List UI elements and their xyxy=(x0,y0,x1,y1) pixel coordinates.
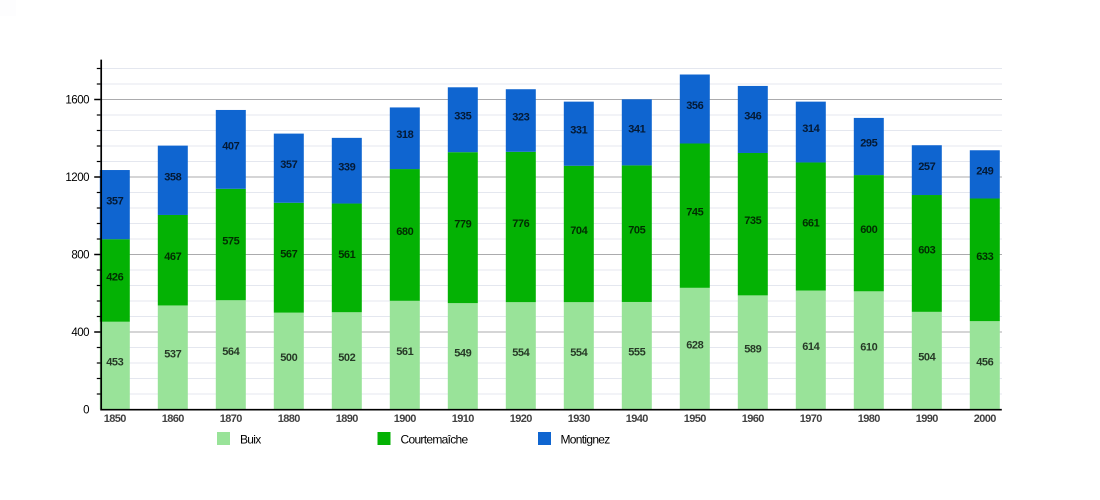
svg-text:323: 323 xyxy=(512,112,529,124)
svg-text:407: 407 xyxy=(222,140,239,152)
svg-text:500: 500 xyxy=(280,352,297,364)
svg-text:1940: 1940 xyxy=(626,413,649,425)
svg-text:453: 453 xyxy=(106,357,123,369)
svg-text:358: 358 xyxy=(164,171,181,183)
svg-text:610: 610 xyxy=(860,341,877,353)
svg-text:680: 680 xyxy=(396,226,413,238)
svg-text:Courtemaîche: Courtemaîche xyxy=(401,432,469,446)
svg-text:603: 603 xyxy=(918,244,935,256)
svg-text:1200: 1200 xyxy=(65,172,89,184)
svg-text:1880: 1880 xyxy=(278,413,301,425)
svg-text:575: 575 xyxy=(222,236,239,248)
svg-text:561: 561 xyxy=(338,249,355,261)
svg-text:735: 735 xyxy=(744,215,761,227)
svg-text:705: 705 xyxy=(628,225,645,237)
svg-text:614: 614 xyxy=(802,341,820,353)
svg-text:Montignez: Montignez xyxy=(561,432,611,446)
svg-text:704: 704 xyxy=(570,225,588,237)
svg-text:800: 800 xyxy=(71,250,89,262)
svg-text:554: 554 xyxy=(570,347,588,359)
svg-text:1600: 1600 xyxy=(65,95,89,107)
svg-text:589: 589 xyxy=(744,343,761,355)
svg-text:600: 600 xyxy=(860,224,877,236)
svg-text:1980: 1980 xyxy=(858,413,881,425)
svg-text:357: 357 xyxy=(280,159,297,171)
svg-text:Buix: Buix xyxy=(240,432,261,446)
svg-text:554: 554 xyxy=(512,347,530,359)
svg-text:339: 339 xyxy=(338,162,355,174)
svg-text:467: 467 xyxy=(164,251,181,263)
svg-text:779: 779 xyxy=(454,219,471,231)
svg-text:745: 745 xyxy=(686,207,703,219)
svg-text:295: 295 xyxy=(860,138,877,150)
svg-text:314: 314 xyxy=(802,123,820,135)
svg-text:633: 633 xyxy=(976,251,993,263)
svg-text:567: 567 xyxy=(280,249,297,261)
svg-text:1970: 1970 xyxy=(800,413,823,425)
svg-text:661: 661 xyxy=(802,218,819,230)
svg-text:346: 346 xyxy=(744,111,761,123)
svg-text:1960: 1960 xyxy=(742,413,765,425)
svg-text:400: 400 xyxy=(71,327,89,339)
svg-text:1920: 1920 xyxy=(510,413,533,425)
svg-text:1870: 1870 xyxy=(220,413,243,425)
svg-text:257: 257 xyxy=(918,161,935,173)
svg-text:555: 555 xyxy=(628,347,645,359)
svg-text:561: 561 xyxy=(396,346,413,358)
svg-text:318: 318 xyxy=(396,129,413,141)
svg-text:341: 341 xyxy=(628,123,645,135)
svg-text:1850: 1850 xyxy=(104,413,127,425)
svg-text:249: 249 xyxy=(976,165,993,177)
svg-text:1900: 1900 xyxy=(394,413,417,425)
svg-text:564: 564 xyxy=(222,346,240,358)
svg-text:356: 356 xyxy=(686,100,703,112)
svg-text:426: 426 xyxy=(106,272,123,284)
svg-text:504: 504 xyxy=(918,352,936,364)
svg-text:537: 537 xyxy=(164,349,181,361)
svg-text:1990: 1990 xyxy=(916,413,939,425)
svg-text:1950: 1950 xyxy=(684,413,707,425)
svg-text:1910: 1910 xyxy=(452,413,475,425)
svg-text:502: 502 xyxy=(338,352,355,364)
svg-text:1890: 1890 xyxy=(336,413,359,425)
svg-text:456: 456 xyxy=(976,356,993,368)
svg-text:628: 628 xyxy=(686,340,703,352)
svg-text:357: 357 xyxy=(106,196,123,208)
svg-text:2000: 2000 xyxy=(974,413,997,425)
svg-text:776: 776 xyxy=(512,218,529,230)
svg-text:549: 549 xyxy=(454,347,471,359)
svg-text:331: 331 xyxy=(570,125,587,137)
svg-text:335: 335 xyxy=(454,111,471,123)
svg-text:0: 0 xyxy=(83,405,89,417)
svg-text:1860: 1860 xyxy=(162,413,185,425)
svg-text:1930: 1930 xyxy=(568,413,591,425)
